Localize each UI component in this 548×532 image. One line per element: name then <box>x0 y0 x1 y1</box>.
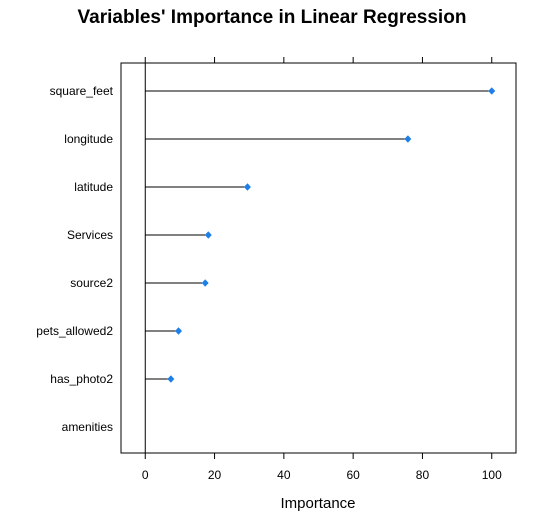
importance-segments <box>145 90 492 380</box>
category-label-longitude: longitude <box>64 132 113 146</box>
point-source2 <box>201 279 209 287</box>
x-tick-label-20: 20 <box>208 468 222 482</box>
x-tick-label-0: 0 <box>142 468 149 482</box>
category-label-source2: source2 <box>70 276 113 290</box>
importance-points <box>167 87 496 383</box>
point-square-feet <box>488 87 496 95</box>
top-ticks <box>144 57 493 63</box>
category-labels: square_feet longitude latitude Services sour… <box>36 84 113 434</box>
x-tick-labels: 0 20 40 60 80 100 <box>142 468 502 482</box>
bottom-ticks <box>144 453 493 459</box>
x-tick-label-40: 40 <box>277 468 291 482</box>
point-latitude <box>243 183 252 191</box>
category-label-latitude: latitude <box>74 180 113 194</box>
point-services <box>204 231 212 239</box>
x-tick-label-100: 100 <box>482 468 502 482</box>
category-label-services: Services <box>67 228 113 242</box>
x-tick-label-80: 80 <box>416 468 430 482</box>
point-pets-allowed2 <box>174 327 183 335</box>
x-tick-label-60: 60 <box>346 468 360 482</box>
point-longitude <box>404 135 412 143</box>
category-label-square-feet: square_feet <box>50 84 114 98</box>
category-label-has-photo2: has_photo2 <box>50 372 113 386</box>
x-axis-label: Importance <box>280 495 355 512</box>
category-label-amenities: amenities <box>62 420 113 434</box>
plot-frame <box>120 62 517 454</box>
chart-title: Variables' Importance in Linear Regressi… <box>78 7 467 28</box>
point-has-photo2 <box>167 375 175 383</box>
category-label-pets-allowed2: pets_allowed2 <box>36 324 113 338</box>
